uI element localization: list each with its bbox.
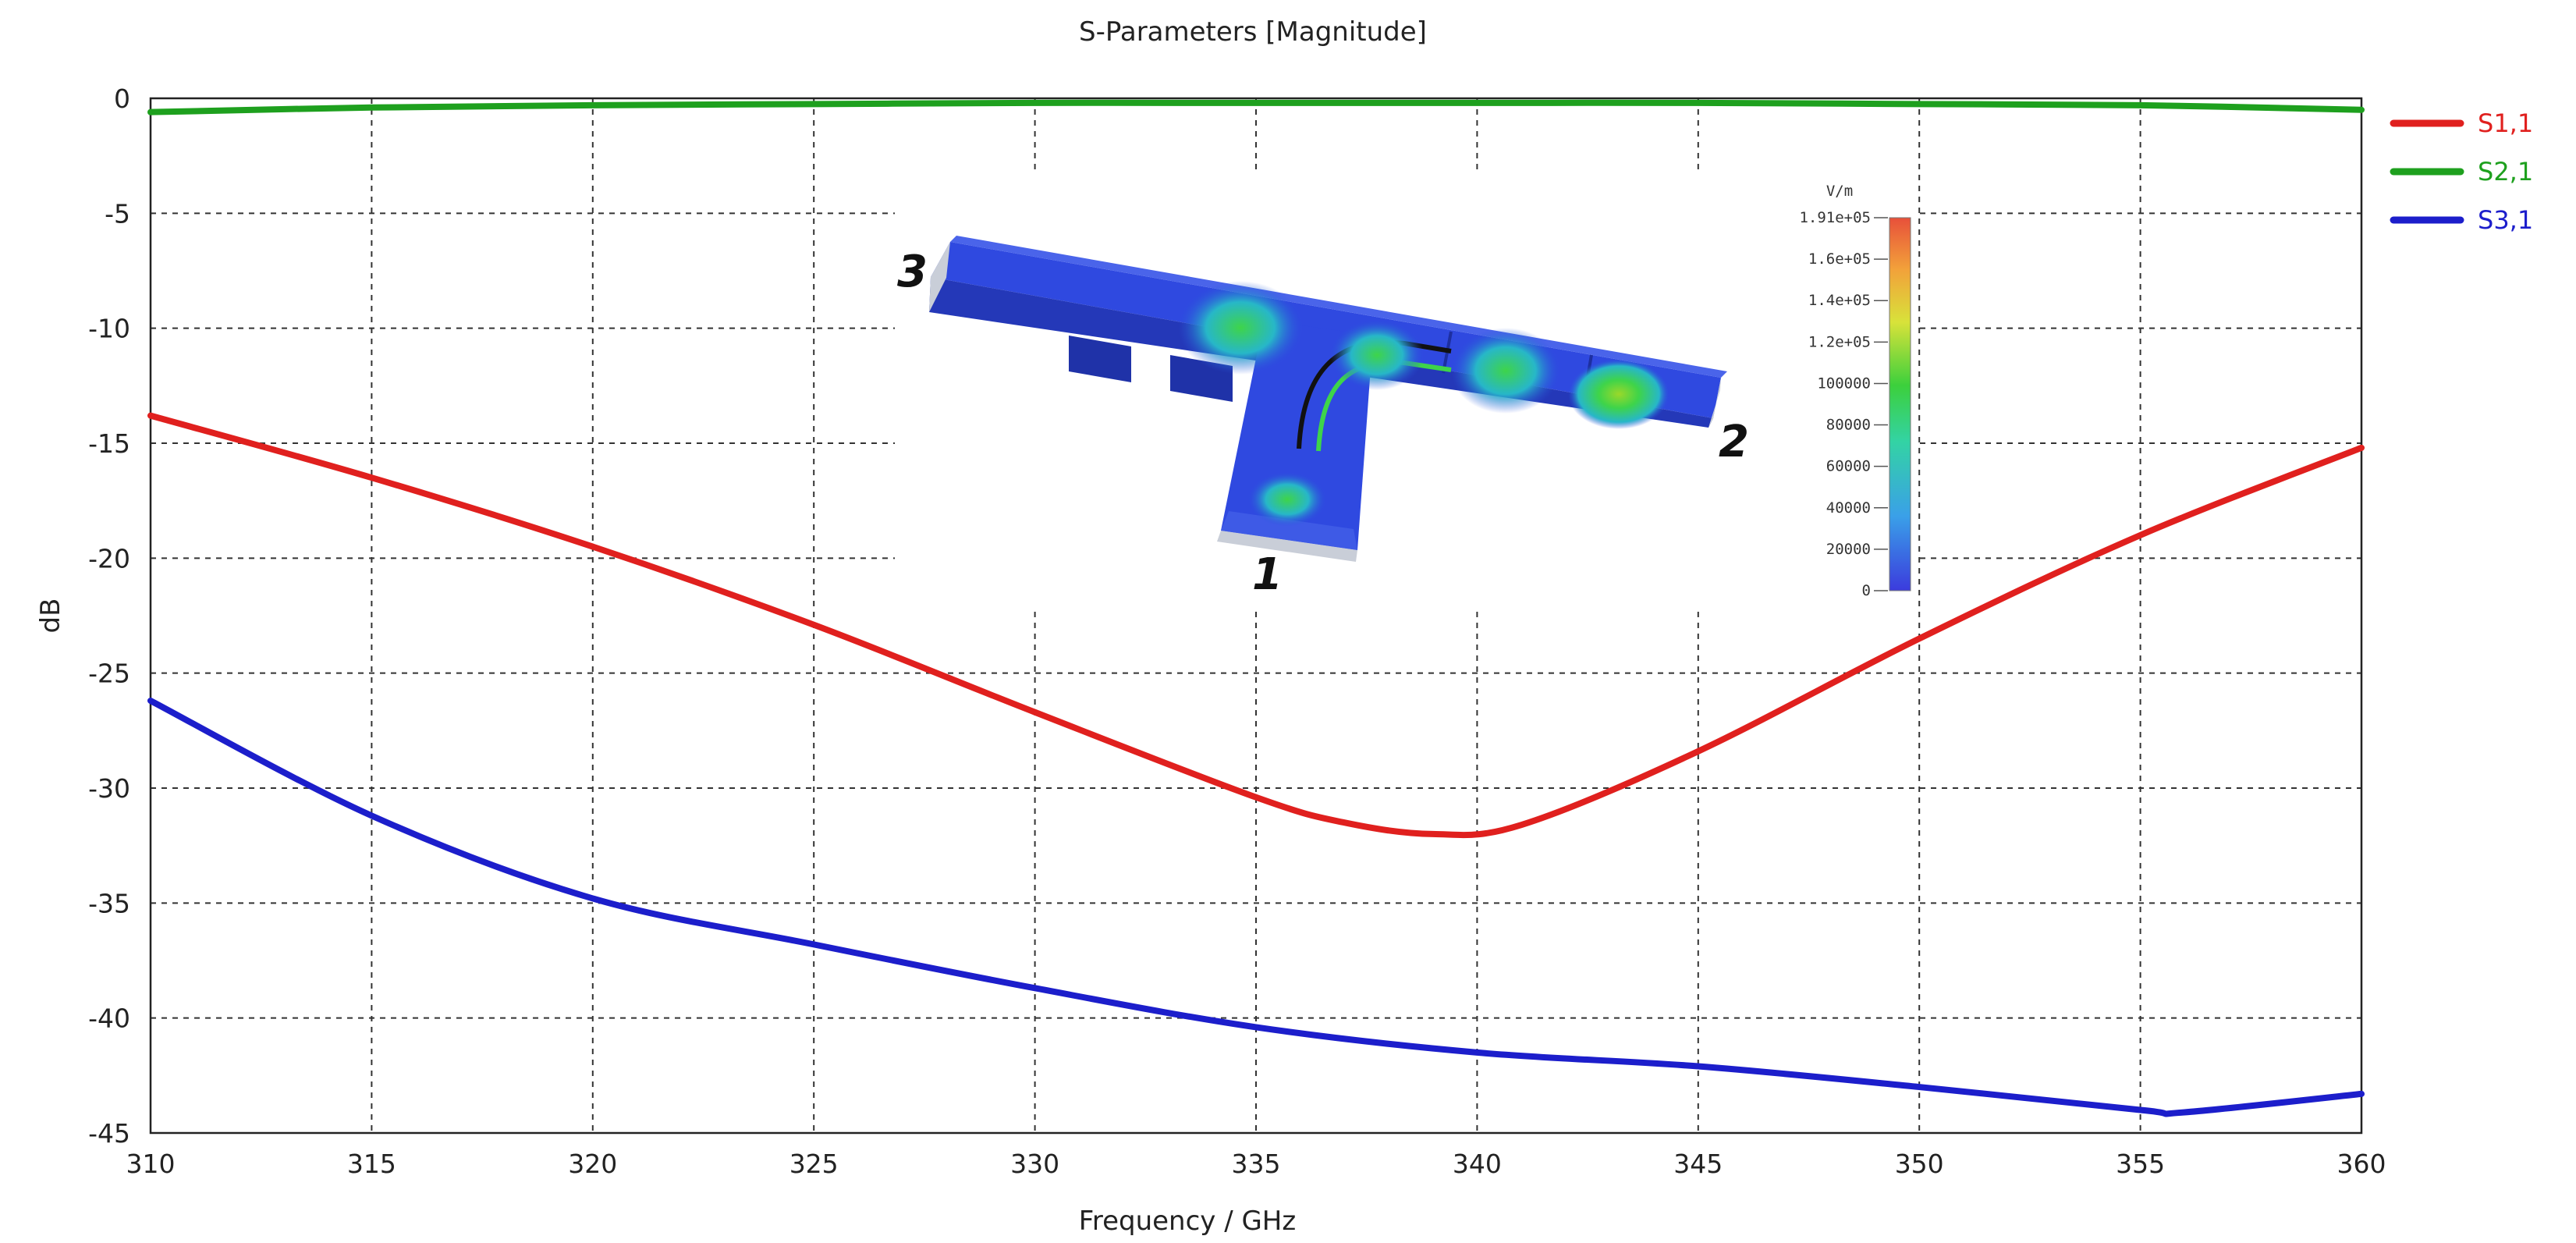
legend: S1,1 S2,1 S3,1 [2390,108,2533,235]
colorbar-label: 100000 [1817,375,1871,392]
waveguide-t-junction-icon [929,236,1727,562]
colorbar-label: 1.6e+05 [1808,250,1871,268]
x-tick-label: 315 [347,1149,396,1179]
x-axis-ticks: 310 315 320 325 330 335 340 345 350 355 360 [126,1149,2386,1179]
colorbar-label: 1.4e+05 [1808,292,1871,309]
colorbar [1889,217,1911,591]
x-tick-label: 325 [789,1149,839,1179]
port-label-2: 2 [1719,417,1749,467]
y-tick-label: -5 [105,198,130,229]
x-axis-label: Frequency / GHz [1079,1206,1296,1237]
y-tick-label: -25 [88,659,130,689]
y-tick-label: -10 [88,314,130,344]
x-tick-label: 340 [1453,1149,1502,1179]
y-tick-label: -40 [88,1003,130,1034]
x-tick-label: 345 [1673,1149,1723,1179]
y-axis-label: dB [35,598,66,634]
y-axis-ticks: 0 -5 -10 -15 -20 -25 -30 -35 -40 -45 [88,83,130,1149]
colorbar-label: 1.91e+05 [1799,209,1871,226]
plot-area-border [149,97,2363,1135]
y-tick-label: -35 [88,888,130,918]
colorbar-unit: V/m [1826,183,1853,200]
port-label-1: 1 [1252,549,1283,600]
y-tick-label: -20 [88,543,130,574]
series-line-s11 [147,412,2365,839]
series-line-s21 [147,99,2365,115]
y-tick-label: -30 [88,773,130,804]
colorbar-label: 60000 [1826,458,1871,475]
colorbar-labels: 1.91e+05 1.6e+05 1.4e+05 1.2e+05 100000 80000… [1799,209,1888,599]
series-lines [147,99,2365,1117]
colorbar-label: 1.2e+05 [1808,333,1871,350]
legend-label-s21: S2,1 [2478,157,2533,186]
colorbar-label: 20000 [1826,541,1871,558]
x-tick-label: 335 [1232,1149,1281,1179]
port-label-3: 3 [897,247,928,297]
y-tick-label: -45 [88,1118,130,1149]
colorbar-label: 40000 [1826,499,1871,517]
x-tick-label: 360 [2337,1149,2386,1179]
x-tick-label: 310 [126,1149,176,1179]
x-tick-label: 355 [2116,1149,2165,1179]
inset-background [895,173,1915,609]
y-tick-label: -15 [88,428,130,459]
colorbar-label: 0 [1862,582,1871,599]
colorbar-label: 80000 [1826,417,1871,434]
x-tick-label: 350 [1895,1149,1944,1179]
x-tick-label: 320 [568,1149,617,1179]
inset-field-plot: 3 2 1 V/m 1.91e+051.6e+051.4e+051.2e+051… [895,173,1915,609]
legend-label-s31: S3,1 [2478,205,2533,235]
series-line-s31 [147,698,2365,1117]
y-tick-label: 0 [114,83,130,114]
x-tick-label: 330 [1010,1149,1059,1179]
legend-label-s11: S1,1 [2478,108,2533,138]
chart-title: S-Parameters [Magnitude] [1079,16,1427,48]
